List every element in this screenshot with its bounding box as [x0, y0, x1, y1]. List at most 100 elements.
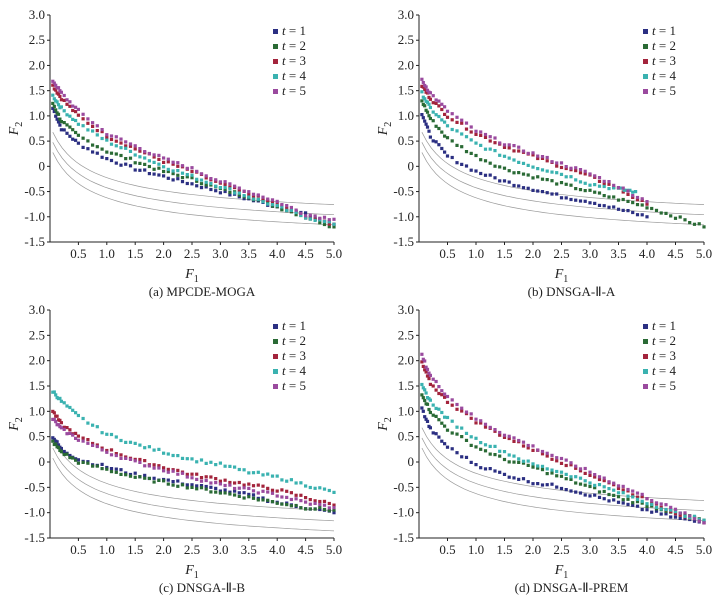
data-point	[322, 215, 327, 219]
data-point	[204, 475, 208, 479]
data-point	[420, 352, 424, 356]
data-point	[607, 195, 611, 199]
data-point	[105, 135, 109, 139]
data-point	[420, 393, 424, 397]
data-point	[588, 481, 592, 485]
data-point	[469, 151, 473, 155]
data-point	[223, 491, 227, 495]
data-point	[645, 206, 649, 210]
data-point	[425, 402, 430, 406]
data-point	[440, 393, 444, 397]
data-point	[540, 190, 545, 194]
data-point	[650, 206, 654, 211]
data-point	[332, 503, 336, 507]
data-point	[185, 472, 189, 476]
data-point	[673, 515, 678, 519]
legend-marker	[273, 44, 278, 49]
data-point	[593, 183, 597, 187]
data-point	[195, 179, 199, 183]
x-tick-label: 4.0	[639, 246, 655, 261]
data-point	[105, 467, 109, 471]
data-point	[564, 165, 568, 169]
data-point	[678, 516, 682, 520]
data-point	[640, 213, 644, 217]
data-point	[59, 128, 63, 132]
data-point	[270, 201, 275, 205]
data-point	[460, 435, 464, 439]
data-point	[450, 447, 454, 451]
data-point	[91, 129, 95, 133]
data-point	[68, 456, 72, 460]
data-point	[242, 483, 246, 487]
data-point	[223, 185, 227, 190]
data-point	[71, 104, 75, 108]
data-point	[464, 121, 469, 125]
data-point	[498, 179, 502, 183]
data-point	[425, 88, 430, 92]
data-point	[114, 139, 118, 143]
data-point	[242, 468, 246, 472]
data-point	[51, 439, 55, 443]
data-point	[602, 485, 606, 489]
data-point	[531, 151, 535, 155]
data-point	[180, 180, 185, 184]
data-point	[578, 476, 583, 480]
data-point	[559, 161, 564, 165]
data-point	[55, 440, 59, 444]
data-point	[299, 499, 303, 503]
data-point	[105, 150, 109, 154]
data-point	[612, 493, 616, 497]
data-point	[133, 161, 137, 165]
data-point	[237, 494, 241, 498]
data-point	[635, 213, 640, 217]
data-point	[424, 391, 428, 395]
data-point	[119, 146, 123, 150]
y-tick-label: 1.0	[29, 108, 45, 123]
data-point	[635, 504, 640, 508]
data-point	[588, 470, 592, 474]
data-point	[233, 481, 237, 485]
data-point	[133, 475, 137, 479]
data-point	[455, 402, 459, 407]
data-point	[583, 471, 587, 475]
data-point	[437, 407, 441, 411]
data-point	[479, 421, 483, 425]
data-point	[631, 495, 635, 499]
data-point	[545, 483, 549, 487]
data-point	[114, 470, 118, 474]
data-point	[526, 463, 530, 467]
data-point	[431, 431, 435, 435]
data-point	[612, 481, 616, 485]
data-point	[550, 468, 554, 472]
data-point	[464, 127, 469, 131]
data-point	[536, 175, 540, 179]
data-point	[445, 109, 450, 113]
data-point	[199, 186, 204, 190]
data-point	[124, 473, 128, 477]
data-point	[204, 174, 208, 178]
data-point	[251, 493, 256, 497]
data-point	[58, 123, 62, 127]
data-point	[536, 154, 540, 158]
data-point	[540, 483, 545, 487]
data-point	[564, 166, 568, 171]
data-point	[299, 213, 303, 217]
data-point	[237, 491, 241, 495]
data-point	[68, 100, 72, 104]
y-tick-label: 2.0	[398, 353, 414, 368]
data-point	[460, 121, 464, 125]
data-point	[683, 218, 687, 222]
data-point	[692, 519, 697, 523]
data-point	[569, 175, 573, 179]
data-point	[593, 493, 597, 497]
data-point	[55, 117, 59, 121]
data-point	[299, 493, 303, 497]
data-point	[304, 496, 308, 500]
data-point	[209, 475, 213, 479]
data-point	[114, 452, 118, 456]
data-point	[427, 129, 431, 133]
data-point	[100, 147, 104, 151]
data-point	[545, 155, 549, 160]
data-point	[455, 407, 459, 411]
data-point	[209, 490, 213, 494]
